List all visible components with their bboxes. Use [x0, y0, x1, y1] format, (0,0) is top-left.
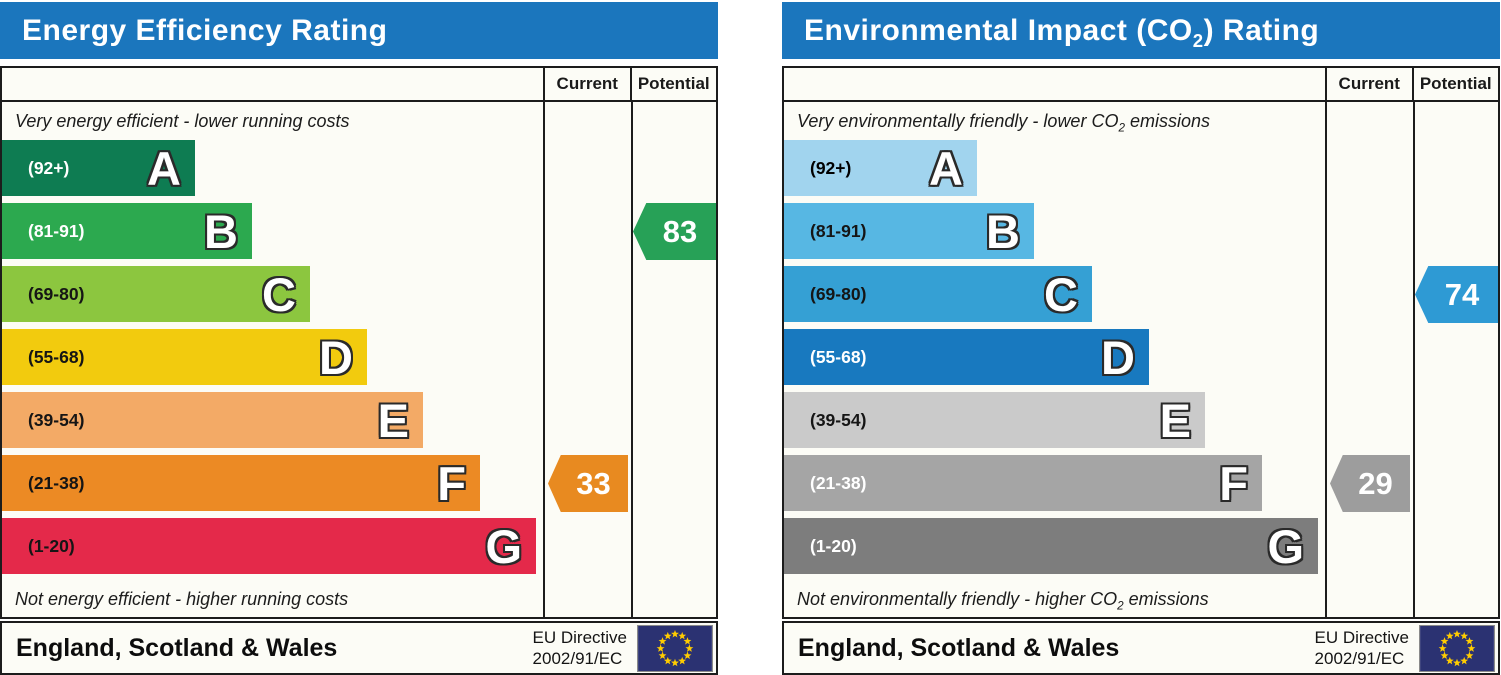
- band-letter: F: [1219, 456, 1248, 510]
- co2-rating-table: Current Potential Very environmentally f…: [782, 66, 1500, 619]
- band-letter: B: [204, 204, 238, 258]
- band-a: (92+) A: [784, 140, 977, 196]
- footer-right: EU Directive 2002/91/EC: [532, 624, 713, 672]
- eu-directive-label: EU Directive 2002/91/EC: [532, 627, 627, 668]
- eu-flag-icon: [637, 624, 713, 672]
- band-row-d: (55-68) D: [2, 329, 543, 392]
- band-range-label: (81-91): [810, 220, 867, 241]
- band-letter: D: [319, 330, 353, 384]
- band-letter: E: [377, 393, 409, 447]
- band-e: (39-54) E: [784, 392, 1205, 448]
- title-text: Energy Efficiency Rating: [22, 13, 388, 47]
- band-g: (1-20) G: [784, 518, 1318, 574]
- band-letter: C: [1044, 267, 1078, 321]
- band-range-label: (69-80): [28, 283, 85, 304]
- band-row-c: (69-80) C: [784, 266, 1325, 329]
- band-range-label: (39-54): [810, 409, 867, 430]
- band-letter: G: [485, 519, 522, 573]
- current-rating-value: 33: [576, 465, 611, 501]
- environmental-impact-title: Environmental Impact (CO2) Rating: [782, 2, 1500, 59]
- eu-flag-icon: [1419, 624, 1495, 672]
- region-label: England, Scotland & Wales: [16, 633, 338, 662]
- band-range-label: (39-54): [28, 409, 85, 430]
- band-row-d: (55-68) D: [784, 329, 1325, 392]
- band-range-label: (69-80): [810, 283, 867, 304]
- current-column-header: Current: [1325, 68, 1412, 100]
- region-label: England, Scotland & Wales: [798, 633, 1120, 662]
- potential-column-header: Potential: [1411, 68, 1499, 100]
- header-spacer: [784, 68, 1325, 100]
- current-rating-arrow: 33: [548, 455, 628, 512]
- potential-rating-value: 74: [1444, 276, 1480, 312]
- title-text: Environmental Impact (CO2) Rating: [804, 13, 1320, 51]
- band-c: (69-80) C: [2, 266, 310, 322]
- potential-rating-value: 83: [662, 213, 698, 249]
- band-letter: C: [262, 267, 296, 321]
- band-letter: D: [1101, 330, 1135, 384]
- band-range-label: (1-20): [28, 535, 75, 556]
- band-letter: G: [1267, 519, 1304, 573]
- band-c: (69-80) C: [784, 266, 1092, 322]
- band-row-f: (21-38) F: [784, 455, 1325, 518]
- band-range-label: (55-68): [810, 346, 867, 367]
- header-spacer: [2, 68, 543, 100]
- band-row-b: (81-91) B: [2, 203, 543, 266]
- column-divider: [543, 102, 545, 617]
- band-row-a: (92+) A: [2, 140, 543, 203]
- potential-rating-arrow: 83: [633, 203, 716, 260]
- current-rating-arrow: 29: [1330, 455, 1410, 512]
- band-row-g: (1-20) G: [784, 518, 1325, 581]
- band-f: (21-38) F: [784, 455, 1262, 511]
- band-f: (21-38) F: [2, 455, 480, 511]
- band-row-e: (39-54) E: [2, 392, 543, 455]
- current-column-header: Current: [543, 68, 630, 100]
- band-range-label: (21-38): [810, 472, 867, 493]
- band-a: (92+) A: [2, 140, 195, 196]
- bottom-note: Not environmentally friendly - higher CO…: [797, 588, 1209, 613]
- band-range-label: (1-20): [810, 535, 857, 556]
- band-row-g: (1-20) G: [2, 518, 543, 581]
- band-b: (81-91) B: [2, 203, 252, 259]
- column-divider: [1413, 102, 1415, 617]
- energy-rating-table: Current Potential Very energy efficient …: [0, 66, 718, 619]
- column-divider: [1325, 102, 1327, 617]
- band-d: (55-68) D: [2, 329, 367, 385]
- band-b: (81-91) B: [784, 203, 1034, 259]
- environmental-impact-panel: Environmental Impact (CO2) Rating Curren…: [782, 0, 1500, 675]
- band-g: (1-20) G: [2, 518, 536, 574]
- table-header-row: Current Potential: [784, 68, 1498, 102]
- band-row-c: (69-80) C: [2, 266, 543, 329]
- energy-efficiency-title: Energy Efficiency Rating: [0, 2, 718, 59]
- energy-footer: England, Scotland & Wales EU Directive 2…: [0, 621, 718, 675]
- band-letter: A: [147, 141, 181, 195]
- band-e: (39-54) E: [2, 392, 423, 448]
- energy-efficiency-panel: Energy Efficiency Rating Current Potenti…: [0, 0, 718, 675]
- band-row-f: (21-38) F: [2, 455, 543, 518]
- band-letter: F: [437, 456, 466, 510]
- potential-rating-arrow: 74: [1415, 266, 1498, 323]
- potential-column-header: Potential: [629, 68, 717, 100]
- bottom-note: Not energy efficient - higher running co…: [15, 588, 349, 609]
- band-letter: A: [929, 141, 963, 195]
- band-range-label: (92+): [28, 157, 70, 178]
- band-letter: E: [1159, 393, 1191, 447]
- band-row-a: (92+) A: [784, 140, 1325, 203]
- top-note: Very energy efficient - lower running co…: [15, 110, 350, 131]
- band-range-label: (92+): [810, 157, 852, 178]
- column-divider: [631, 102, 633, 617]
- band-d: (55-68) D: [784, 329, 1149, 385]
- table-header-row: Current Potential: [2, 68, 716, 102]
- band-letter: B: [986, 204, 1020, 258]
- band-range-label: (21-38): [28, 472, 85, 493]
- band-row-b: (81-91) B: [784, 203, 1325, 266]
- band-range-label: (55-68): [28, 346, 85, 367]
- co2-footer: England, Scotland & Wales EU Directive 2…: [782, 621, 1500, 675]
- top-note: Very environmentally friendly - lower CO…: [797, 110, 1210, 135]
- current-rating-value: 29: [1358, 465, 1393, 501]
- band-row-e: (39-54) E: [784, 392, 1325, 455]
- band-range-label: (81-91): [28, 220, 85, 241]
- footer-right: EU Directive 2002/91/EC: [1314, 624, 1495, 672]
- eu-directive-label: EU Directive 2002/91/EC: [1314, 627, 1409, 668]
